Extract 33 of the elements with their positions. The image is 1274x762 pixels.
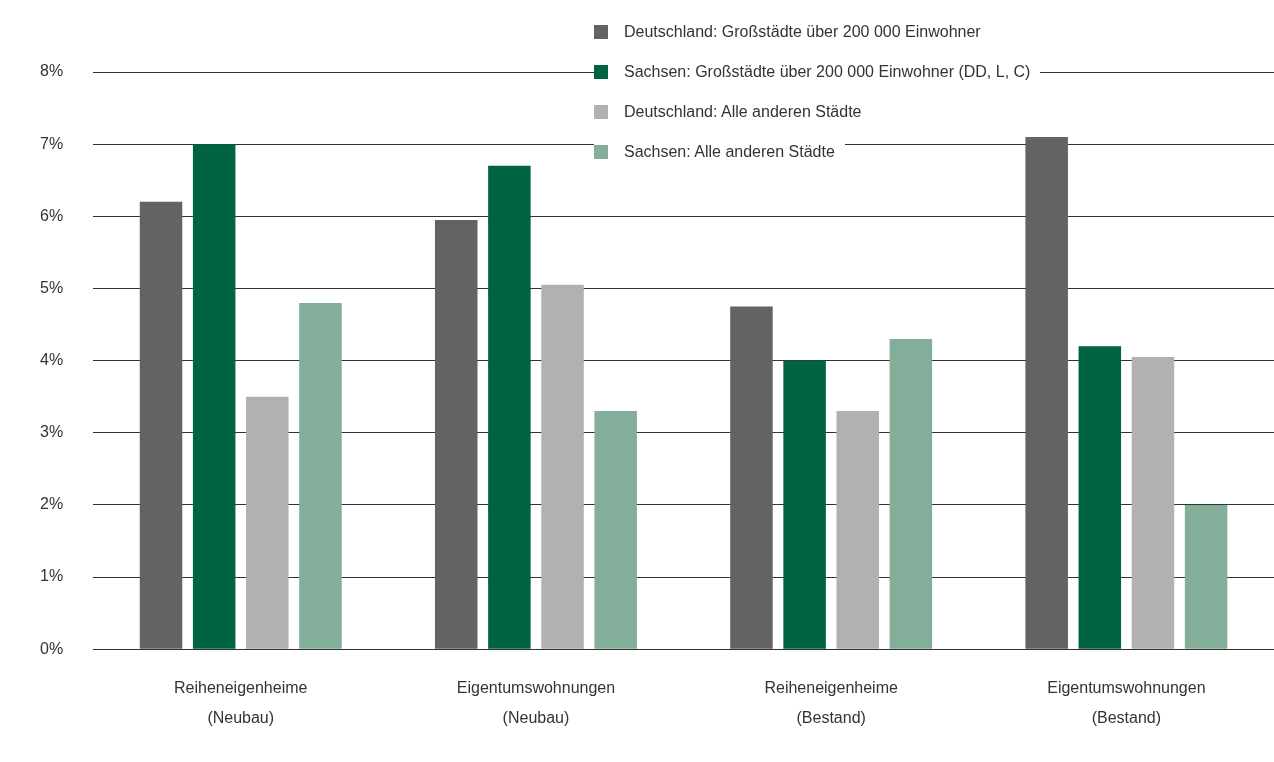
y-tick-label: 6% — [40, 206, 64, 224]
bar — [434, 219, 478, 649]
bar — [889, 338, 933, 649]
bar — [139, 201, 183, 649]
bar — [836, 411, 879, 649]
bar — [783, 360, 826, 649]
y-tick-label: 8% — [40, 62, 64, 80]
bar — [299, 302, 342, 649]
bar — [246, 396, 289, 649]
bar — [488, 165, 531, 649]
y-tick-label: 0% — [40, 639, 64, 657]
legend-label: Deutschland: Großstädte über 200 000 Einwohner — [624, 23, 981, 41]
y-tick-label: 5% — [40, 278, 64, 296]
x-tick-label: Reiheneigenheime (Neubau) — [174, 678, 308, 727]
y-tick-label: 2% — [40, 495, 64, 513]
legend-label: Sachsen: Alle anderen Städte — [624, 143, 835, 161]
y-tick-label: 1% — [40, 567, 64, 585]
bar — [1184, 504, 1228, 649]
bar — [192, 144, 236, 649]
legend-label: Sachsen: Großstädte über 200 000 Einwohner (DD, L, C) — [624, 63, 1031, 81]
x-tick-label: Reiheneigenheime (Bestand) — [764, 678, 898, 727]
y-tick-label: 7% — [40, 134, 64, 152]
bar — [541, 284, 584, 649]
bar — [730, 306, 773, 649]
x-tick-label: Eigentumswohnungen (Neubau) — [456, 678, 616, 727]
bar — [594, 411, 637, 649]
y-tick-label: 4% — [40, 351, 64, 369]
bar — [1025, 136, 1068, 649]
y-tick-label: 3% — [40, 423, 64, 441]
bar — [1078, 346, 1122, 649]
x-tick-label: Eigentumswohnungen (Bestand) — [1047, 678, 1206, 727]
legend-label: Deutschland: Alle anderen Städte — [624, 103, 862, 121]
bar — [1131, 356, 1175, 649]
